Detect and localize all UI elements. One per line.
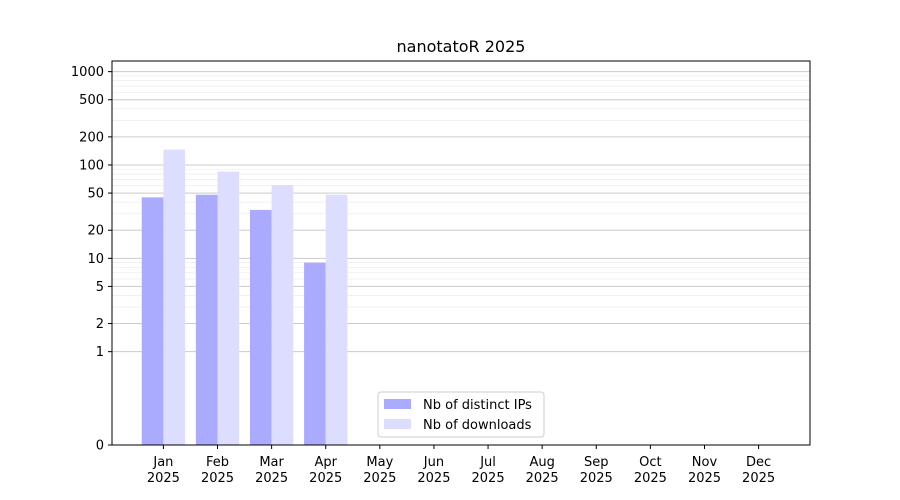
x-tick-label: Nov 2025 [688,455,721,486]
x-tick-label: Sep 2025 [580,455,613,486]
y-tick-label: 50 [87,187,104,202]
x-tick-label: Jun 2025 [417,455,450,486]
x-tick-label: Oct 2025 [634,455,667,486]
y-tick-label: 10 [87,252,104,267]
y-tick-label: 1000 [71,65,104,80]
x-tick-label: Apr 2025 [309,455,342,486]
y-axis: 0 1 2 5 10 20 50 100 200 500 1000 [71,65,112,454]
x-tick-label: Mar 2025 [255,455,288,486]
y-tick-label: 200 [79,130,104,145]
legend-swatch [384,419,411,429]
y-tick-label: 2 [96,317,104,332]
bar [163,149,186,446]
legend-swatch [384,399,411,409]
x-axis: Jan 2025 Feb 2025 Mar 2025 Apr 2025 May 2025 Jun 20… [147,445,775,486]
bar [325,194,348,445]
x-tick-label: Aug 2025 [526,455,559,486]
chart-title: nanotatoR 2025 [397,37,526,56]
y-tick-label: 100 [79,158,104,173]
x-tick-label: Jul 2025 [472,455,505,486]
y-tick-label: 0 [96,439,104,454]
y-tick-label: 5 [96,280,104,295]
y-tick-label: 500 [79,93,104,108]
x-tick-label: Dec 2025 [742,455,775,486]
x-tick-label: Feb 2025 [201,455,234,486]
bar [271,185,294,445]
bars [141,149,348,446]
bar [304,262,326,445]
y-tick-label: 20 [87,224,104,239]
legend-label: Nb of downloads [423,418,532,433]
x-tick-label: Jan 2025 [147,455,180,486]
plot-frame [111,60,811,446]
legend: Nb of distinct IPs Nb of downloads [377,391,545,438]
bar [217,171,240,445]
y-tick-label: 1 [96,345,104,360]
bar [141,197,164,445]
legend-label: Nb of distinct IPs [423,398,532,413]
legend-box [377,391,545,438]
bar [195,194,218,445]
bar [249,209,272,445]
x-tick-label: May 2025 [363,455,396,486]
